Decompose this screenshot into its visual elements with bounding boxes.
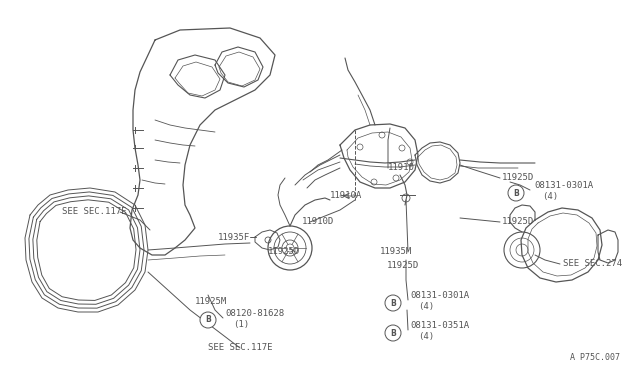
Circle shape (385, 325, 401, 341)
Text: 11910A: 11910A (330, 192, 362, 201)
Text: SEE SEC.274: SEE SEC.274 (563, 260, 622, 269)
Text: (4): (4) (418, 302, 434, 311)
Text: 08131-0351A: 08131-0351A (410, 321, 469, 330)
Text: SEE SEC.117E: SEE SEC.117E (62, 208, 127, 217)
Text: B: B (390, 328, 396, 337)
Text: (4): (4) (418, 333, 434, 341)
Text: 11910: 11910 (388, 164, 415, 173)
Text: 11935M: 11935M (380, 247, 412, 257)
Text: 11925M: 11925M (195, 298, 227, 307)
Text: 11925D: 11925D (502, 173, 534, 183)
Text: SEE SEC.117E: SEE SEC.117E (208, 343, 273, 353)
Text: B: B (205, 315, 211, 324)
Text: A P75C.007: A P75C.007 (570, 353, 620, 362)
Text: 11935F: 11935F (218, 232, 250, 241)
Text: (4): (4) (542, 192, 558, 202)
Text: 11925D: 11925D (502, 218, 534, 227)
Circle shape (200, 312, 216, 328)
Text: 08131-0301A: 08131-0301A (534, 180, 593, 189)
Text: B: B (513, 189, 519, 198)
Circle shape (385, 295, 401, 311)
Text: B: B (390, 298, 396, 308)
Text: 08131-0301A: 08131-0301A (410, 291, 469, 299)
Text: 08120-81628: 08120-81628 (225, 308, 284, 317)
Text: (1): (1) (233, 321, 249, 330)
Circle shape (508, 185, 524, 201)
Text: 11910D: 11910D (302, 218, 334, 227)
Text: 11925D: 11925D (268, 247, 300, 257)
Text: 11925D: 11925D (387, 260, 419, 269)
